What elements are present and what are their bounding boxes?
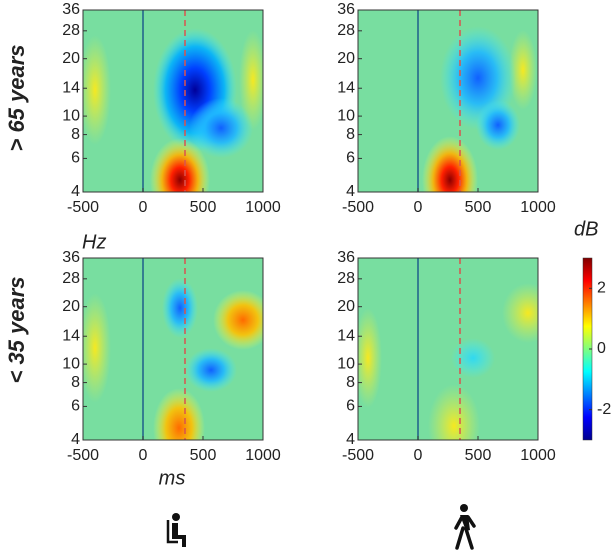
y-tick-label: 28 (337, 22, 355, 39)
heatmap-blob (83, 35, 111, 145)
panel-frame (357, 9, 539, 193)
heatmap-blob (476, 100, 520, 150)
x-tick-label: -500 (67, 447, 99, 464)
y-tick-label: 36 (337, 249, 355, 266)
x-tick-label: 0 (414, 447, 423, 464)
x-tick-label: 0 (414, 199, 423, 216)
y-tick-label: 36 (62, 249, 80, 266)
heatmap-blob (189, 98, 253, 158)
panel-frame (82, 9, 264, 193)
y-tick-label: 28 (337, 270, 355, 287)
x-axis-label: ms (159, 467, 186, 489)
x-tick-label: -500 (67, 199, 99, 216)
x-tick-label: 1000 (520, 447, 556, 464)
heatmap-blob (150, 138, 210, 192)
x-tick-label: 1000 (245, 199, 281, 216)
x-tick-label: 0 (139, 447, 148, 464)
x-tick-label: 500 (465, 447, 492, 464)
colorbar-tick-label: -2 (597, 401, 611, 418)
row-label: < 35 years (4, 276, 29, 383)
heatmap (83, 10, 263, 192)
heatmap-blob (162, 278, 198, 338)
y-tick-label: 10 (62, 107, 80, 124)
y-tick-label: 6 (71, 150, 80, 167)
heatmap-blob (358, 308, 382, 408)
heatmap-blob (153, 388, 205, 440)
y-tick-label: 10 (337, 355, 355, 372)
y-tick-label: 20 (62, 298, 80, 315)
y-tick-label: 8 (346, 126, 355, 143)
panel-frame (357, 257, 539, 441)
x-tick-label: 500 (190, 199, 217, 216)
y-tick-label: 28 (62, 22, 80, 39)
icon-sitting (166, 513, 186, 547)
y-tick-label: 6 (71, 398, 80, 415)
y-tick-label: 20 (62, 50, 80, 67)
heatmap (83, 258, 263, 440)
x-tick-label: 500 (465, 199, 492, 216)
heatmap-blob (422, 136, 478, 192)
heatmap-blob (509, 30, 537, 110)
x-tick-label: 0 (139, 199, 148, 216)
y-tick-label: 36 (62, 1, 80, 18)
x-tick-label: 500 (190, 447, 217, 464)
heatmap-blob (428, 384, 480, 440)
row-label: > 65 years (4, 44, 29, 151)
heatmap-blob (451, 338, 495, 378)
colorbar-tick-label: 2 (597, 280, 606, 297)
heatmap-blob (83, 293, 111, 403)
y-tick-label: 14 (337, 79, 355, 96)
y-tick-label: 4 (346, 183, 355, 200)
y-tick-label: 10 (62, 355, 80, 372)
x-tick-label: 1000 (520, 199, 556, 216)
heatmap (358, 10, 538, 192)
panel-frame (82, 257, 264, 441)
y-tick-label: 28 (62, 270, 80, 287)
heatmap (358, 258, 538, 440)
y-tick-label: 8 (346, 374, 355, 391)
y-tick-label: 4 (346, 431, 355, 448)
x-tick-label: 1000 (245, 447, 281, 464)
y-tick-label: 4 (71, 431, 80, 448)
y-tick-label: 10 (337, 107, 355, 124)
colorbar-label: dB (574, 218, 598, 240)
y-tick-label: 4 (71, 183, 80, 200)
y-tick-label: 8 (71, 126, 80, 143)
y-tick-label: 20 (337, 298, 355, 315)
heatmap-blob (185, 348, 237, 392)
y-tick-label: 6 (346, 398, 355, 415)
y-tick-label: 14 (62, 327, 80, 344)
icon-walking (454, 504, 476, 550)
x-tick-label: -500 (342, 447, 374, 464)
colorbar-tick-label: 0 (597, 340, 606, 357)
y-axis-label: Hz (82, 231, 106, 253)
y-tick-label: 8 (71, 374, 80, 391)
heatmap-blob (502, 283, 538, 343)
y-tick-label: 6 (346, 150, 355, 167)
y-tick-label: 14 (62, 79, 80, 96)
y-tick-label: 20 (337, 50, 355, 67)
y-tick-label: 36 (337, 1, 355, 18)
x-tick-label: -500 (342, 199, 374, 216)
heatmap-blob (213, 290, 263, 350)
y-tick-label: 14 (337, 327, 355, 344)
heatmap-blob (239, 30, 263, 130)
